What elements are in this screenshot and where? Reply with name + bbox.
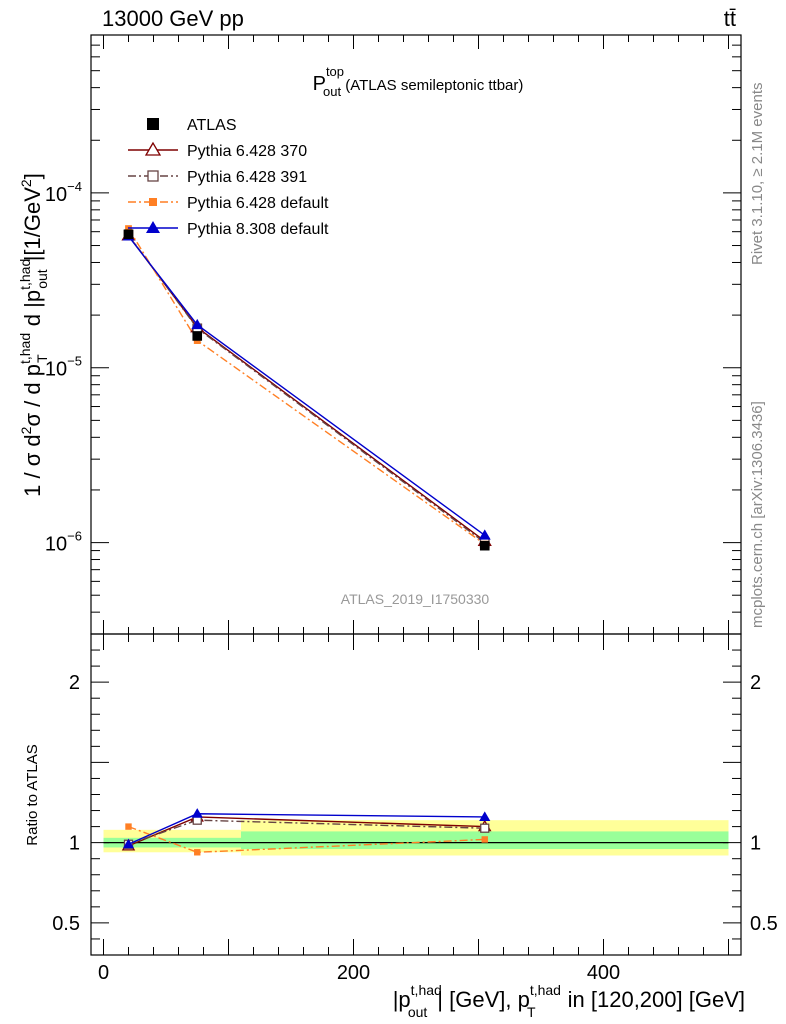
series-pythia-6-428-391 bbox=[123, 230, 490, 548]
ratio-y-tick-label-right: 1 bbox=[750, 833, 761, 855]
series-pythia-6-428-370 bbox=[121, 228, 492, 546]
data-point bbox=[191, 318, 204, 330]
legend-marker bbox=[149, 198, 157, 206]
ratio-frame bbox=[90, 633, 742, 956]
data-point bbox=[123, 229, 134, 240]
ratio-point bbox=[194, 849, 201, 856]
legend-marker bbox=[147, 170, 159, 182]
legend-item-atlas: ATLAS bbox=[147, 117, 237, 134]
header-left: 13000 GeV pp bbox=[102, 6, 244, 31]
x-axis-label: |pt,had out | [GeV], pt,had T in [120,200] … bbox=[393, 982, 745, 1020]
x-tick-label: 200 bbox=[337, 962, 370, 984]
ratio-y-tick-label-right: 0.5 bbox=[750, 913, 778, 935]
legend-label: Pythia 6.428 391 bbox=[187, 169, 307, 186]
series-pythia-8-308-default bbox=[122, 230, 491, 540]
ratio-series-pythia-8-308-default bbox=[122, 808, 491, 849]
svg-text:|pt,hadout| [GeV], pt,hadT in: |pt,had out | [GeV], pt,had T in [120,200] … bbox=[393, 982, 745, 1020]
ratio-point bbox=[191, 808, 203, 818]
legend-item-pythia-6-428-default: Pythia 6.428 default bbox=[128, 195, 329, 212]
main-y-tick-label: 10−5 bbox=[45, 354, 82, 381]
data-point bbox=[192, 331, 203, 341]
main-title: Ptop out (ATLAS semileptonic ttbar) bbox=[313, 64, 524, 99]
ratio-panel: 0.5 0.5 1 1 2 2 0 200 400 bbox=[52, 633, 778, 984]
rivet-label: Rivet 3.1.10, ≥ 2.1M events bbox=[749, 83, 766, 266]
main-y-tick-label: 10−6 bbox=[45, 529, 82, 556]
ratio-point bbox=[479, 811, 491, 821]
ratio-y-axis-label: Ratio to ATLAS bbox=[24, 744, 41, 845]
mcplots-label: mcplots.cern.ch [arXiv:1306.3436] bbox=[749, 401, 766, 628]
x-tick-label: 400 bbox=[587, 962, 620, 984]
x-tick-label: 0 bbox=[98, 962, 109, 984]
series-line bbox=[127, 235, 486, 536]
main-y-tick-label: 10−4 bbox=[45, 179, 82, 206]
ratio-point bbox=[125, 823, 132, 830]
header-right: tt̄ bbox=[724, 6, 736, 31]
ratio-y-tick-label: 1 bbox=[69, 833, 80, 855]
legend-item-pythia-8-308-default: Pythia 8.308 default bbox=[128, 221, 329, 238]
data-point bbox=[479, 540, 490, 551]
legend-marker bbox=[147, 118, 159, 130]
series-atlas bbox=[123, 229, 490, 551]
main-panel: 10−6 10−5 10−4 Ptop out (ATLAS semileptonic … bbox=[45, 34, 742, 635]
series-line bbox=[127, 235, 486, 542]
legend-item-pythia-6-428-391: Pythia 6.428 391 bbox=[128, 169, 307, 186]
ratio-point bbox=[122, 838, 135, 849]
watermark: ATLAS_2019_I1750330 bbox=[341, 591, 490, 607]
legend-label: ATLAS bbox=[187, 117, 237, 134]
ratio-point bbox=[481, 836, 488, 843]
legend-marker bbox=[144, 141, 162, 156]
svg-text:1 / σ d2σ / d pt,hadT d |pt,ha: 1 / σ d2σ / d pt,hadT d |pt,hadout|[1/Ge… bbox=[17, 173, 50, 497]
main-y-axis-label: 1 / σ d2σ / d pt,hadT d |pt,hadout|[1/Ge… bbox=[17, 173, 50, 497]
ratio-point bbox=[480, 823, 490, 833]
data-point bbox=[478, 529, 491, 540]
ratio-y-tick-label: 2 bbox=[69, 672, 80, 694]
legend-label: Pythia 8.308 default bbox=[187, 221, 329, 238]
legend-item-pythia-6-428-370: Pythia 6.428 370 bbox=[128, 141, 307, 160]
legend-label: Pythia 6.428 370 bbox=[187, 143, 307, 160]
legend: ATLAS Pythia 6.428 370 Pythia 6.428 391 Pyt… bbox=[128, 117, 329, 238]
ratio-series-pythia-6-428-default bbox=[125, 823, 488, 856]
legend-marker bbox=[146, 221, 160, 233]
ratio-y-tick-label: 0.5 bbox=[52, 913, 80, 935]
ratio-y-tick-label-right: 2 bbox=[750, 672, 761, 694]
legend-label: Pythia 6.428 default bbox=[187, 195, 329, 212]
series-pythia-6-428-default bbox=[125, 225, 489, 548]
